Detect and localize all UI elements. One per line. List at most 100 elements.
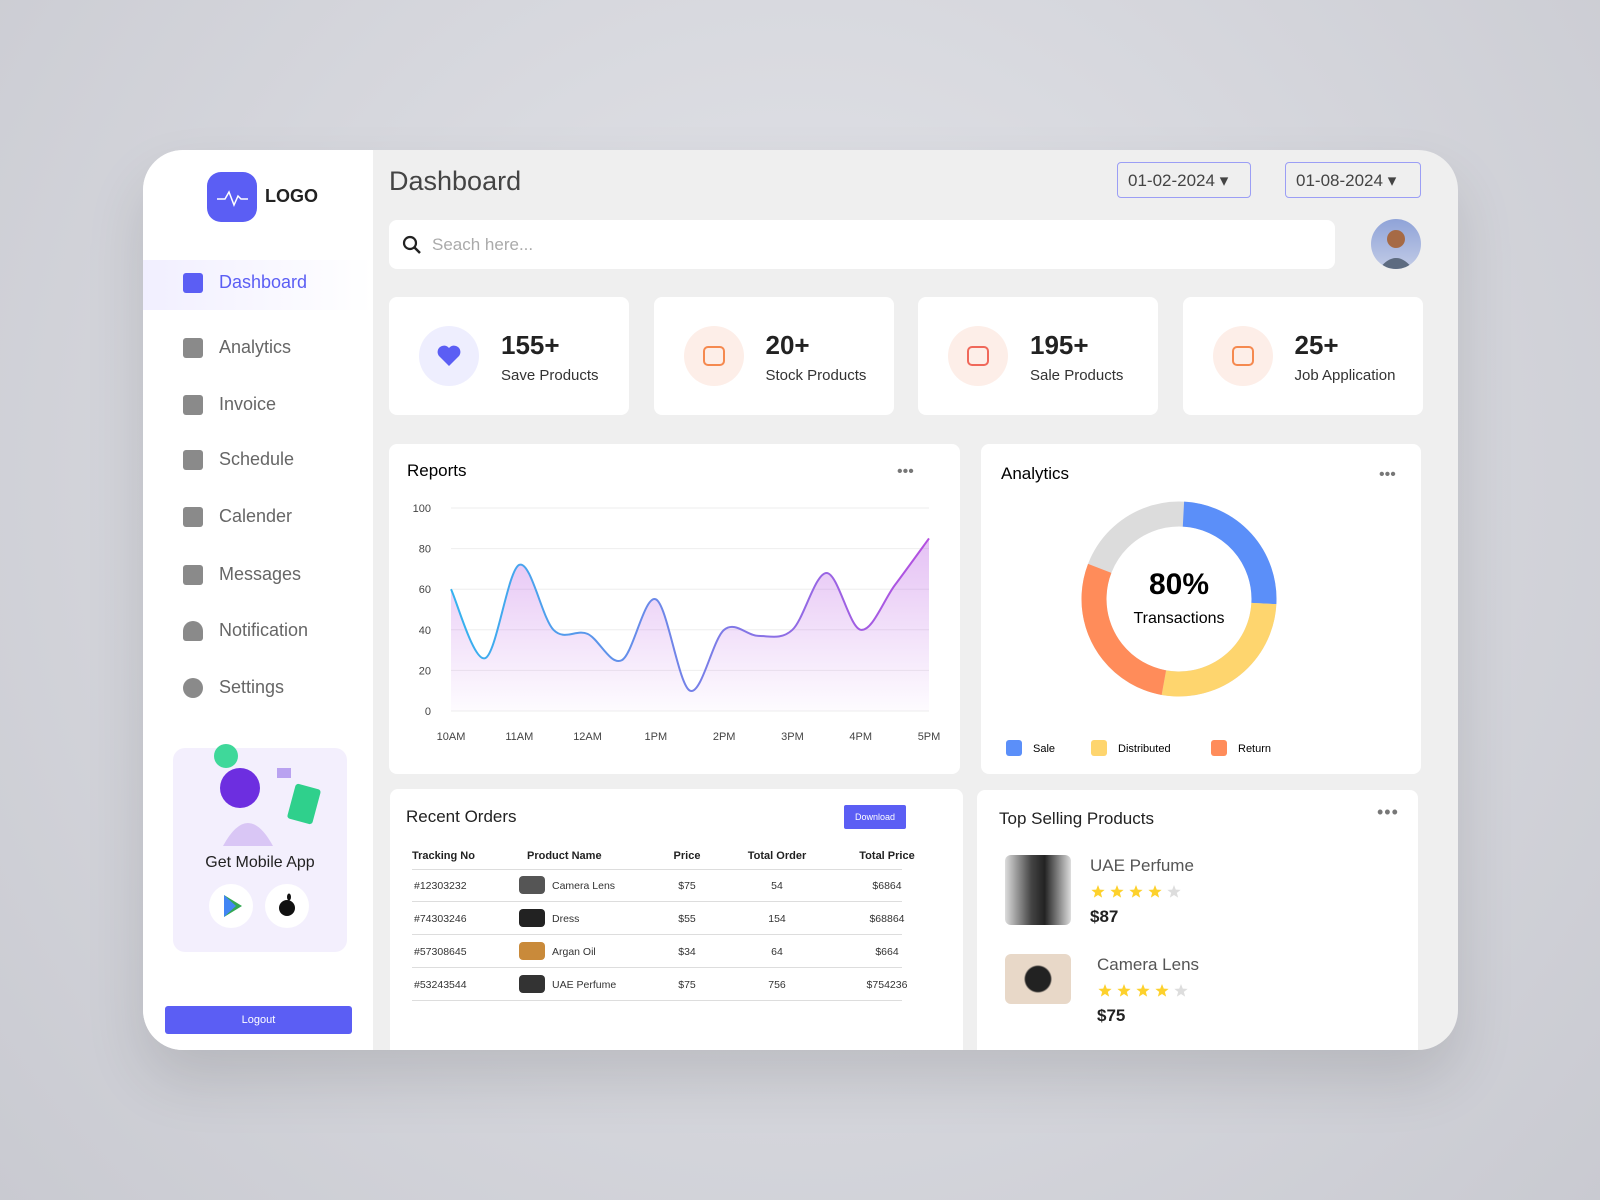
stat-label: Stock Products [765,367,867,384]
nav-item[interactable]: Analytics [183,337,291,358]
nav-item[interactable]: Calender [183,506,292,527]
x-tick-label: 11AM [505,731,533,743]
x-tick-label: 12AM [573,731,602,743]
stat-value: 20+ [765,330,810,360]
page-title: Dashboard [389,166,522,196]
app-store-button[interactable] [265,884,309,928]
date-to[interactable]: 01-08-2024 ▾ [1285,162,1421,198]
product-thumbnail [519,942,545,960]
logo-mark [217,190,248,207]
x-tick-label: 2PM [713,731,736,743]
table-cell: $754236 [866,979,908,991]
nav-item[interactable]: Schedule [183,449,294,470]
active-nav-bg [143,260,373,310]
star [1148,885,1162,898]
stat-label: Job Application [1294,367,1396,384]
nav-label: Notification [219,620,309,640]
product-name: UAE Perfume [1090,856,1194,875]
sidebar: LOGO Dashboard Analytics Invoice Schedul… [143,150,373,1050]
more-menu[interactable]: ••• [1377,802,1399,822]
product-thumbnail [519,876,545,894]
analytics-chart: Analytics ••• Sale Distributed Return 80% Tran… [1001,464,1396,756]
nav-label: Settings [219,677,285,697]
glyph [967,346,989,366]
logo-icon [207,172,257,222]
stat-glyph [967,346,989,366]
analytics-card: Analytics ••• Sale Distributed Return 80% Tran… [981,444,1421,774]
column-header: Total Price [859,850,915,862]
x-tick-label: 5PM [918,731,941,743]
date-text: 01-08-2024 [1296,171,1383,190]
avatar[interactable] [1371,219,1421,269]
promo-title: Get Mobile App [205,854,315,871]
rating-stars [1098,984,1188,997]
donut-segment [1081,501,1277,697]
star [1155,984,1169,997]
stat-value: 195+ [1030,330,1089,360]
donut-segment [1081,501,1277,697]
product-image [1005,954,1071,1004]
download-button[interactable]: Download [844,805,906,829]
stat-card: 155+ Save Products [389,297,629,415]
row-divider [412,901,902,902]
column-header: Product Name [527,850,602,862]
nav-icon [183,677,203,698]
nav-label: Dashboard [219,272,308,292]
table-cell: $55 [678,913,696,925]
product-price: $75 [1097,1006,1126,1025]
x-tick-label: 4PM [849,731,872,743]
glyph [702,346,725,366]
stat-glyph [702,346,725,366]
nav-item[interactable]: Notification [183,620,308,641]
table-cell: Camera Lens [552,880,616,892]
stat-label: Save Products [501,367,599,384]
table-cell: $6864 [872,880,902,892]
search-bar[interactable]: Seach here... [389,220,1335,269]
star [1129,885,1143,898]
star [1110,885,1124,898]
table-cell: $75 [678,979,696,991]
column-header: Price [673,850,701,862]
table-cell: $68864 [869,913,905,925]
row-divider [412,934,902,935]
column-header: Tracking No [412,850,475,862]
stat-card: 20+ Stock Products [653,297,894,415]
product-image [1005,855,1071,925]
play-icon [224,895,242,917]
nav-item[interactable]: Messages [183,564,301,585]
table-cell: $75 [678,880,696,892]
nav-item[interactable]: Invoice [183,394,276,415]
legend-label: Sale [1033,743,1055,755]
product-thumbnail [519,975,545,993]
star [1091,885,1105,898]
stat-icon [1212,326,1273,386]
line [450,537,930,692]
star [1098,984,1112,997]
nav-label: Calender [219,506,293,526]
play-store-button[interactable] [209,884,253,928]
avatar-figure [1379,230,1413,269]
reports-card: Reports ••• 0 20 40 60 80 100 10AM 11AM 12AM 1PM 2PM… [389,444,960,774]
table-cell: 54 [771,880,783,892]
date-from[interactable]: 01-02-2024 ▾ [1117,162,1251,198]
x-tick-label: 1PM [645,731,668,743]
nav-icon [183,620,203,641]
legend-label: Return [1238,743,1271,755]
donut-segment [1081,501,1277,697]
table-cell: #12303232 [414,880,467,892]
logout-button[interactable]: Logout [165,1006,352,1034]
nav-label: Invoice [219,394,277,414]
row-divider [412,1000,902,1001]
date-text: 01-02-2024 [1128,171,1215,190]
legend-swatch [1006,740,1022,756]
stat-glyph [1231,346,1254,366]
nav-item[interactable]: Dashboard [183,272,307,293]
nav-label: Analytics [219,337,292,357]
row-divider [412,967,902,968]
stat-glyph [437,345,461,366]
table-cell: $664 [875,946,899,958]
y-tick-label: 40 [419,625,431,637]
nav-item[interactable]: Settings [183,677,284,698]
table-cell: UAE Perfume [552,979,617,991]
column-header: Total Order [747,850,807,862]
